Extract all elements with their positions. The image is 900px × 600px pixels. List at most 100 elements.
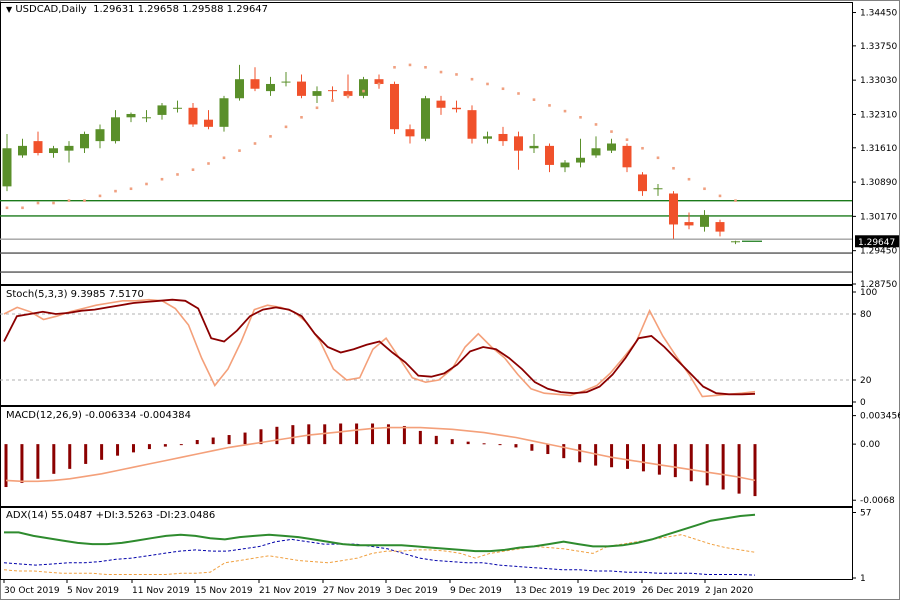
macd-header: MACD(12,26,9) -0.006334 -0.004384: [6, 410, 191, 421]
macd-histogram-bar: [131, 444, 135, 453]
sar-dot: [656, 156, 660, 160]
macd-histogram-bar: [386, 424, 390, 445]
candle-body: [607, 143, 616, 151]
candle-body: [514, 136, 523, 151]
adx-y-tick-label: 1: [860, 574, 866, 584]
macd-histogram-bar: [195, 440, 199, 445]
macd-histogram-bar: [689, 444, 693, 482]
sar-dot: [718, 194, 722, 198]
y-tick-label: 1.33030: [860, 76, 897, 86]
ohlc-values: 1.29631 1.29658 1.29588 1.29647: [93, 4, 269, 15]
y-tick-label: 1.33750: [860, 42, 897, 52]
candle-body: [111, 117, 120, 142]
candle-body: [638, 174, 647, 192]
macd-histogram-bar: [355, 423, 359, 445]
macd-histogram-bar: [594, 444, 598, 466]
y-tick-label: 1.30890: [860, 178, 897, 188]
sar-dot: [610, 130, 613, 133]
macd-histogram-bar: [753, 444, 757, 497]
sar-dot: [408, 63, 412, 67]
sar-dot: [517, 92, 520, 95]
candle-body: [2, 148, 12, 187]
minus-di-line: [3, 538, 756, 576]
macd-histogram-bar: [68, 444, 72, 469]
y-tick-label: 1.29450: [860, 247, 897, 257]
macd-histogram-bar: [546, 444, 550, 455]
candle-body: [390, 83, 399, 130]
macd-histogram-bar: [450, 439, 454, 445]
macd-histogram-bar: [4, 444, 8, 488]
sar-dot: [253, 142, 257, 145]
y-tick-label: 1.34450: [860, 9, 897, 19]
macd-y-tick-label: 0.00: [860, 440, 880, 450]
macd-histogram-bar: [434, 435, 438, 445]
x-tick-label: 19 Dec 2019: [578, 586, 636, 596]
stoch-y-tick-label: 100: [860, 288, 877, 298]
candle-body: [653, 188, 663, 190]
x-tick-label: 21 Nov 2019: [259, 586, 317, 596]
candle-body: [405, 129, 415, 137]
candle-body: [95, 129, 105, 142]
candle-body: [715, 222, 725, 232]
candle-body: [204, 119, 213, 127]
candle-body: [374, 79, 384, 84]
sar-dot: [548, 104, 551, 107]
stoch-main-line: [3, 298, 756, 396]
sar-dot: [455, 73, 458, 76]
sar-dot: [5, 206, 9, 210]
macd-histogram-bar: [657, 444, 661, 475]
candle-body: [219, 98, 229, 127]
sar-dot: [424, 65, 427, 69]
candle-body: [591, 148, 601, 156]
main-header: ▼ USDCAD,Daily 1.29631 1.29658 1.29588 1…: [6, 4, 268, 15]
candle-body: [250, 79, 260, 89]
sar-dot: [160, 177, 164, 181]
candle-body: [467, 110, 477, 139]
candle-body: [18, 145, 27, 156]
adx-chart: [3, 513, 756, 576]
sar-dot: [563, 109, 567, 113]
candle-body: [452, 107, 461, 110]
sar-dot: [114, 189, 117, 193]
macd-histogram-bar: [371, 423, 375, 445]
adx-header: ADX(14) 55.0487 +DI:3.5263 -DI:23.0486: [6, 510, 216, 521]
macd-histogram-bar: [339, 423, 343, 445]
sar-dot: [594, 123, 598, 126]
sar-dot: [346, 94, 350, 98]
candle-body: [560, 162, 570, 168]
stoch-y-tick-label: 80: [860, 310, 872, 320]
adx-line: [4, 513, 756, 553]
macd-histogram-bar: [705, 444, 709, 486]
sar-dot: [470, 77, 474, 81]
x-tick-label: 3 Dec 2019: [386, 586, 438, 596]
candle-body: [235, 79, 244, 99]
sar-dot: [98, 194, 102, 198]
y-tick-label: 1.30170: [860, 212, 897, 222]
macd-histogram-bar: [641, 444, 645, 472]
sar-dot: [145, 182, 148, 186]
x-tick-label: 9 Dec 2019: [450, 586, 502, 596]
candle-body: [312, 91, 322, 96]
x-tick-label: 26 Dec 2019: [642, 586, 700, 596]
sar-dot: [191, 168, 195, 171]
candle-body: [49, 148, 58, 154]
sar-dot: [501, 87, 505, 91]
macd-histogram-bar: [323, 424, 327, 445]
plus-di-line: [3, 534, 756, 575]
candle-body: [188, 107, 198, 125]
macd-y-tick-label: 0.003456: [860, 412, 900, 422]
macd-histogram-bar: [211, 437, 215, 445]
current-price-label: 1.29647: [858, 238, 895, 248]
sar-dot: [129, 187, 133, 191]
stoch-y-tick-label: 20: [860, 376, 872, 386]
sar-dot: [222, 156, 226, 160]
candle-body: [545, 145, 554, 165]
sar-dot: [36, 201, 40, 205]
candle-body: [498, 133, 508, 142]
stoch-panel-frame: [0, 285, 853, 406]
collapse-triangle-icon[interactable]: ▼: [6, 5, 13, 14]
candle-body: [80, 133, 89, 149]
candle-body: [436, 100, 446, 108]
sar-dot: [67, 199, 71, 202]
